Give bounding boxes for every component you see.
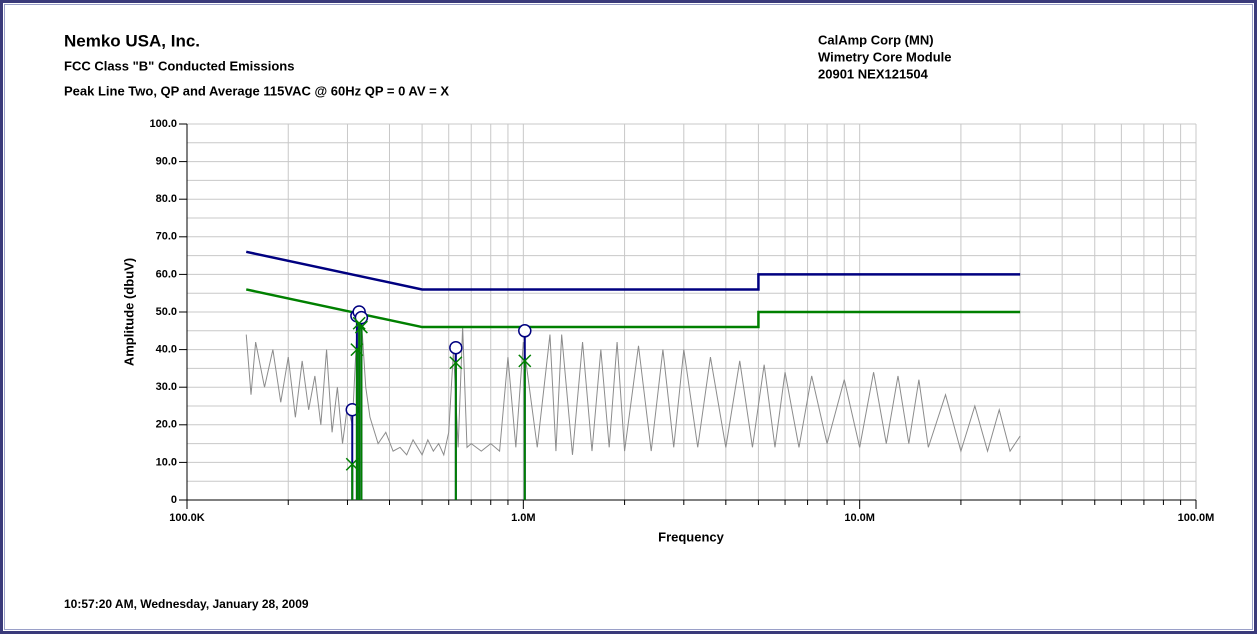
info: 20901 NEX121504 [818,66,929,81]
y-tick-label: 0 [171,494,177,506]
x-tick-label: 1.0M [511,512,535,524]
y-tick-label: 80.0 [156,193,177,205]
chart-title: Nemko USA, Inc. [64,31,200,50]
marker [449,340,463,355]
x-tick-label: 10.0M [844,512,875,524]
marker [352,316,366,330]
trace [245,319,1021,457]
y-tick-label: 90.0 [156,156,177,168]
y-axis-label: Amplitude (dbuV) [121,258,136,366]
frame-inner [4,4,1253,630]
y-tick-label: 30.0 [156,381,177,393]
x-tick-label: 100.0K [169,512,205,524]
av-point [354,320,368,500]
y-tick-label: 60.0 [156,268,177,280]
info: CalAmp Corp (MN) [818,32,934,47]
subtitle: FCC Class "B" Conducted Emissions [64,58,294,73]
x-axis-label: Frequency [658,529,725,544]
y-tick-label: 100.0 [149,118,177,130]
info: Wimetry Core Module [818,49,952,64]
y-tick-label: 20.0 [156,419,177,431]
subtitle: Peak Line Two, QP and Average 115VAC @ 6… [64,83,449,98]
y-tick-label: 10.0 [156,456,177,468]
limit-line [245,250,1021,291]
footer: 10:57:20 AM, Wednesday, January 28, 2009 [64,597,309,611]
marker [449,356,463,370]
av-point [449,356,463,500]
marker [518,354,532,368]
marker [354,310,369,325]
y-tick-label: 50.0 [156,306,177,318]
x-tick-label: 100.0M [1178,512,1215,524]
av-point [352,316,366,500]
marker [518,324,532,338]
y-tick-label: 40.0 [156,344,177,356]
y-tick-label: 70.0 [156,231,177,243]
av-point [518,354,532,500]
marker [354,320,368,334]
